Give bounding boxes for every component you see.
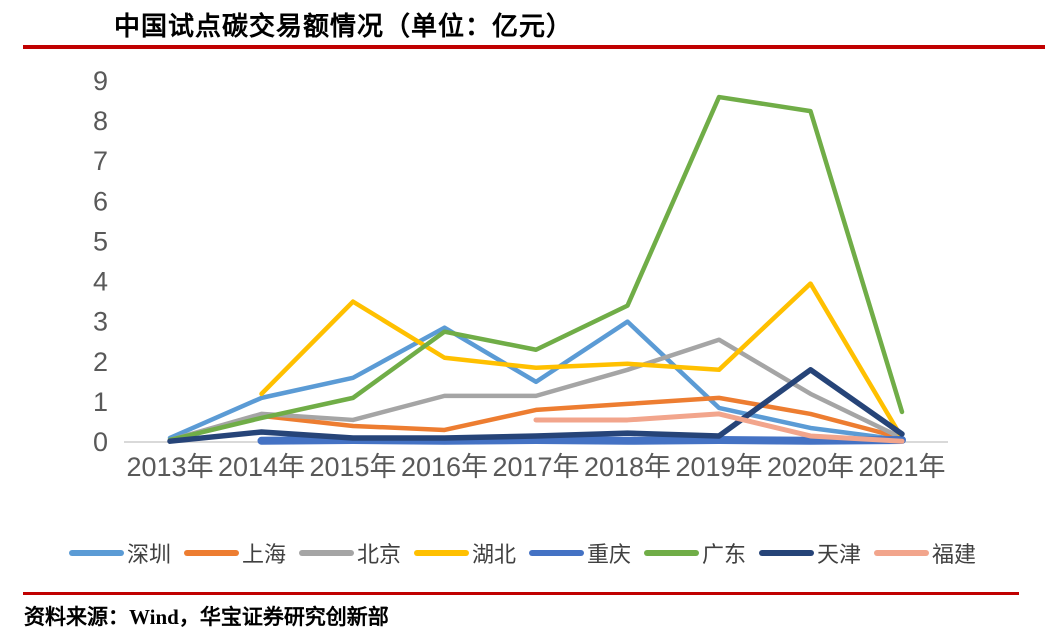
x-axis-tick-label: 2019年 xyxy=(675,452,762,482)
y-axis-tick-label: 0 xyxy=(93,427,108,457)
title-underline-rule xyxy=(23,45,1045,49)
legend-swatch-深圳 xyxy=(68,550,124,556)
legend-swatch-北京 xyxy=(298,550,354,556)
series-line-深圳 xyxy=(167,319,905,443)
legend-swatch-天津 xyxy=(759,550,815,556)
y-axis-tick-label: 1 xyxy=(93,387,108,417)
x-axis-tick-label: 2014年 xyxy=(218,452,305,482)
legend-item-广东: 广东 xyxy=(644,537,746,569)
legend-item-深圳: 深圳 xyxy=(68,537,171,569)
y-axis-tick-label: 6 xyxy=(93,186,108,216)
x-axis-tick-label: 2018年 xyxy=(584,452,671,482)
legend-item-重庆: 重庆 xyxy=(529,537,631,569)
legend-label-深圳: 深圳 xyxy=(126,542,171,567)
series-line-上海 xyxy=(167,395,905,443)
series-line-天津 xyxy=(167,367,905,444)
series-line-北京 xyxy=(167,337,905,443)
y-axis-tick-label: 2 xyxy=(93,347,108,377)
chart-legend: 深圳 上海 北京 湖北 重庆 广东 天津 福建 xyxy=(0,537,1045,569)
x-axis-tick-label: 2017年 xyxy=(492,452,579,482)
y-axis-tick-label: 7 xyxy=(93,146,108,176)
legend-swatch-广东 xyxy=(644,550,700,556)
series-line-福建 xyxy=(533,411,905,444)
y-axis-tick-label: 5 xyxy=(93,226,108,256)
legend-label-北京: 北京 xyxy=(356,542,401,567)
footer-rule xyxy=(23,592,1019,595)
legend-label-湖北: 湖北 xyxy=(471,542,516,567)
legend-label-天津: 天津 xyxy=(817,542,862,567)
legend-label-重庆: 重庆 xyxy=(587,542,632,567)
legend-swatch-福建 xyxy=(874,550,930,556)
y-axis-tick-label: 3 xyxy=(93,307,108,337)
y-axis-tick-label: 4 xyxy=(93,267,108,297)
legend-swatch-重庆 xyxy=(529,550,584,556)
y-axis-tick-label: 8 xyxy=(93,106,108,136)
x-axis-tick-label: 2020年 xyxy=(767,452,854,482)
x-axis-tick-label: 2015年 xyxy=(309,452,396,482)
legend-item-上海: 上海 xyxy=(183,537,286,569)
series-line-广东 xyxy=(167,94,905,443)
legend-swatch-上海 xyxy=(183,550,239,556)
legend-label-广东: 广东 xyxy=(702,542,747,567)
legend-swatch-湖北 xyxy=(413,550,469,556)
x-axis-tick-label: 2016年 xyxy=(401,452,488,482)
legend-item-福建: 福建 xyxy=(874,537,976,569)
legend-item-天津: 天津 xyxy=(759,537,861,569)
legend-item-湖北: 湖北 xyxy=(413,537,516,569)
y-axis-tick-label: 9 xyxy=(93,66,108,96)
line-chart: 0 1 2 3 4 5 6 7 8 9 2013年 2014年 2015年 2016年 2017年 2018年… xyxy=(93,66,948,482)
legend-label-福建: 福建 xyxy=(932,542,977,567)
chart-title: 中国试点碳交易额情况（单位：亿元） xyxy=(114,12,574,41)
legend-label-上海: 上海 xyxy=(241,542,286,567)
legend-item-北京: 北京 xyxy=(298,537,401,569)
x-axis-tick-label: 2021年 xyxy=(858,452,945,482)
source-note: 资料来源：Wind，华宝证券研究创新部 xyxy=(24,605,389,629)
x-axis-tick-label: 2013年 xyxy=(126,452,213,482)
series-line-湖北 xyxy=(259,281,905,441)
